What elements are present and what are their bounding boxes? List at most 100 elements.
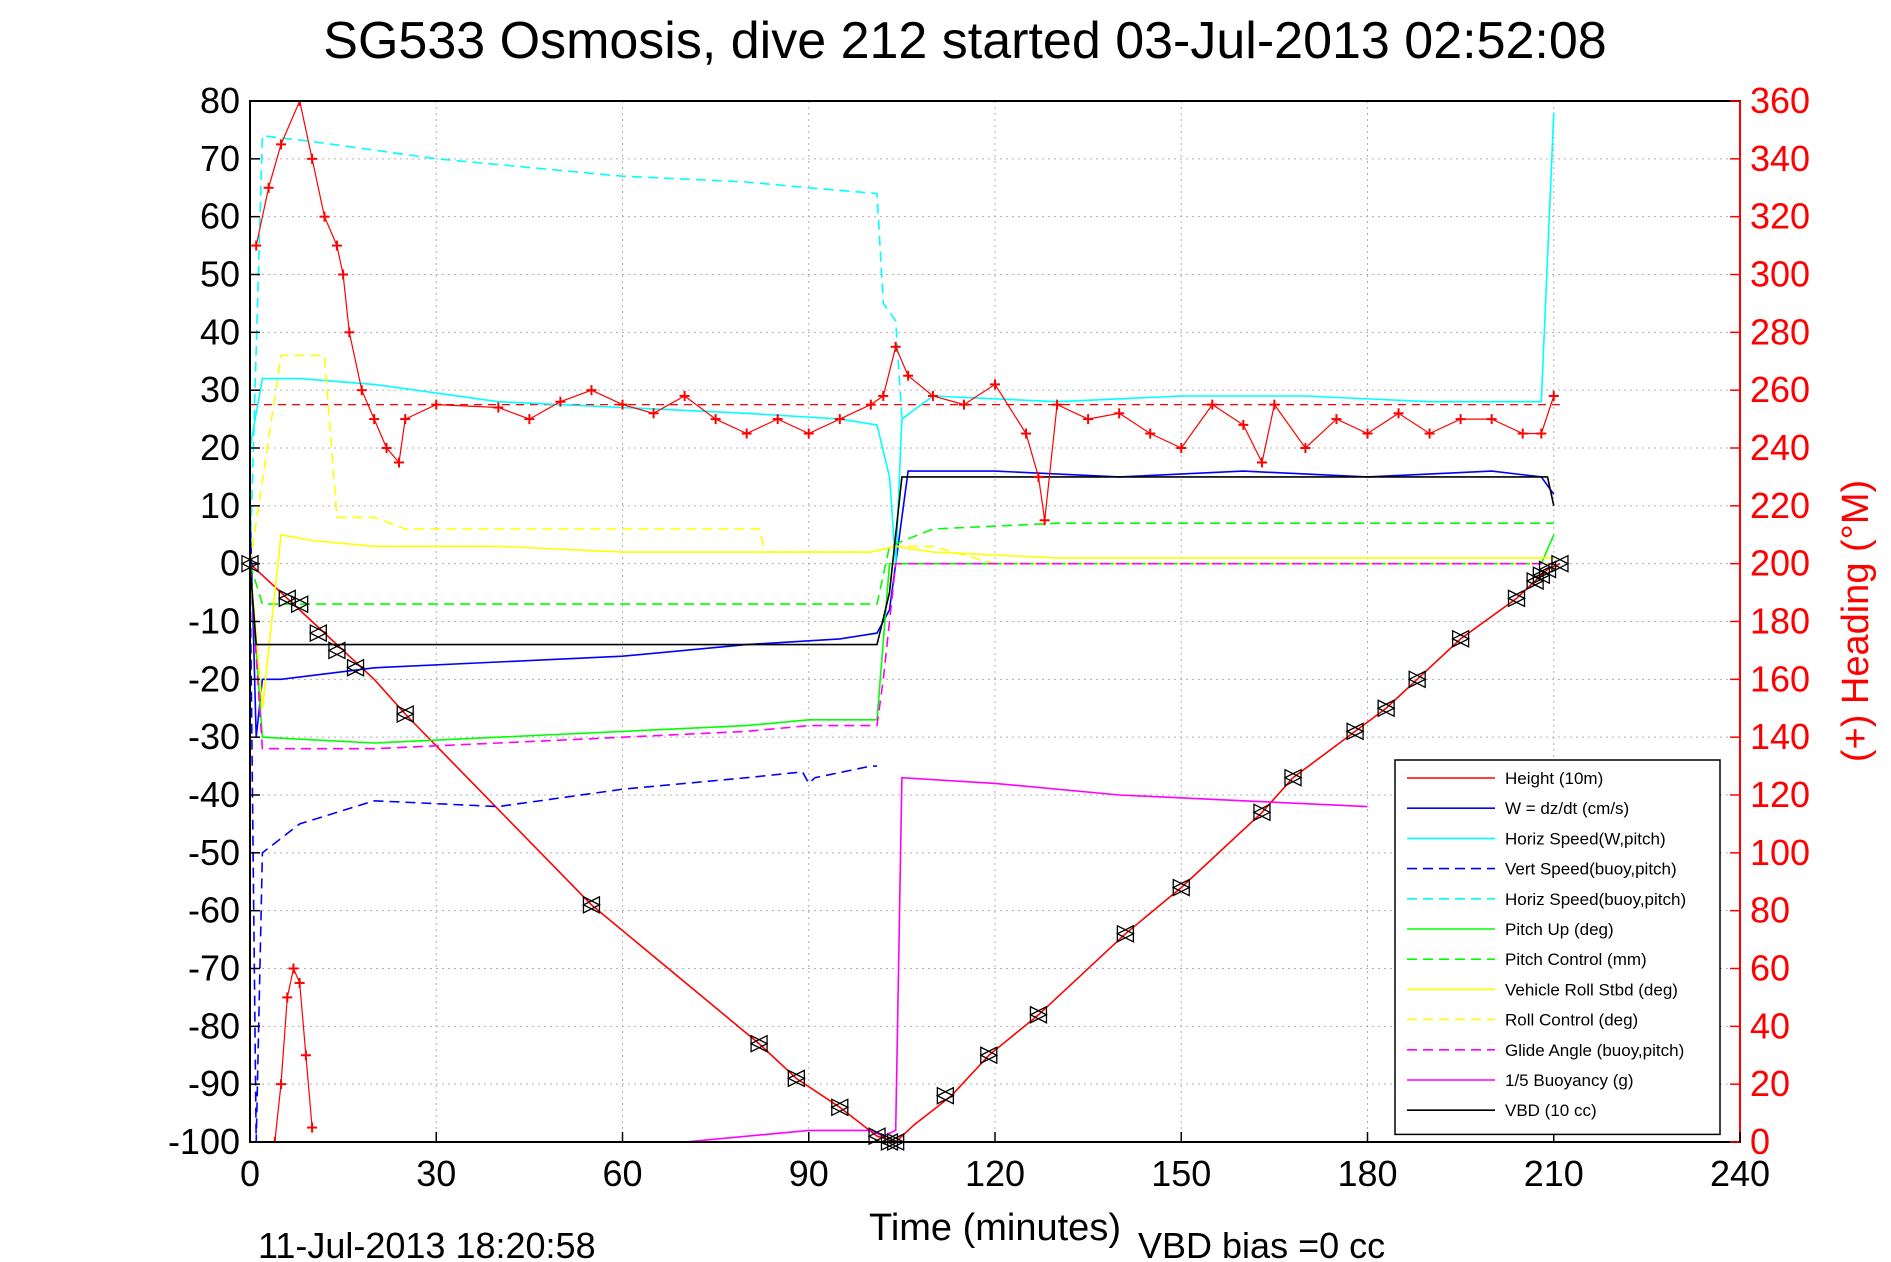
right-tick-label: 180	[1750, 601, 1810, 642]
heading-point	[276, 1079, 287, 1090]
heading-point	[1083, 414, 1094, 425]
heading-point	[648, 408, 659, 419]
heading-point	[1424, 428, 1435, 439]
heading-point	[400, 414, 411, 425]
series-height	[250, 562, 1561, 1142]
legend-label: Vehicle Roll Stbd (deg)	[1505, 980, 1678, 999]
legend-label: Horiz Speed(W,pitch)	[1505, 829, 1666, 848]
heading-point	[679, 390, 690, 401]
series-buoyancy	[684, 776, 1368, 1142]
heading-point	[1021, 428, 1032, 439]
heading-point	[903, 370, 914, 381]
right-tick-label: 80	[1750, 890, 1790, 931]
heading-point	[1393, 408, 1404, 419]
heading-point	[251, 240, 262, 251]
height-marker	[1345, 722, 1365, 741]
height-marker	[395, 704, 415, 724]
heading-point	[493, 402, 504, 413]
height-marker	[327, 641, 347, 660]
left-tick-label: -40	[188, 774, 240, 815]
heading-point	[369, 414, 380, 425]
legend-label: Vert Speed(buoy,pitch)	[1505, 860, 1677, 879]
left-tick-label: 60	[200, 196, 240, 237]
legend-label: W = dz/dt (cm/s)	[1505, 799, 1629, 818]
heading-point	[586, 385, 597, 396]
series-pitch_control	[250, 522, 1554, 605]
right-tick-label: 340	[1750, 138, 1810, 179]
heading-point	[927, 390, 938, 401]
heading-point	[282, 992, 293, 1003]
bottom-axis: 0 30 60 90 120 150 180 210 240	[240, 1132, 1770, 1194]
legend-label: VBD (10 cc)	[1505, 1101, 1597, 1120]
right-tick-label: 200	[1750, 543, 1810, 584]
right-tick-label: 260	[1750, 369, 1810, 410]
right-tick-label: 60	[1750, 948, 1790, 989]
left-tick-label: 30	[200, 369, 240, 410]
left-tick-label: -90	[188, 1063, 240, 1104]
right-tick-label: 240	[1750, 427, 1810, 468]
legend-item: Pitch Up (deg)	[1407, 920, 1614, 939]
right-tick-label: 100	[1750, 832, 1810, 873]
heading-point	[1114, 408, 1125, 419]
series-horiz_speed_buoy	[250, 134, 903, 564]
heading-point	[307, 153, 318, 164]
footer-vbd-bias: VBD bias =0 cc	[1138, 1225, 1385, 1262]
legend-item: Glide Angle (buoy,pitch)	[1407, 1041, 1684, 1060]
legend-item: Horiz Speed(buoy,pitch)	[1407, 890, 1686, 909]
heading-point	[1455, 414, 1466, 425]
series-vert_speed_buoy	[250, 563, 877, 1142]
series-vbd	[250, 476, 1555, 646]
heading-point	[381, 443, 392, 453]
heading-point	[1033, 471, 1044, 482]
height-marker	[786, 1069, 806, 1088]
height-marker	[582, 895, 601, 914]
heading-point	[288, 963, 299, 974]
legend-item: Vert Speed(buoy,pitch)	[1407, 860, 1677, 879]
height-marker	[1252, 803, 1272, 822]
heading-point	[331, 240, 342, 251]
series-horiz_speed	[250, 112, 1555, 564]
heading-point	[1300, 443, 1311, 453]
heading-point	[878, 390, 889, 401]
heading-point	[617, 399, 628, 410]
heading-point	[958, 399, 969, 410]
heading-point	[741, 428, 752, 439]
left-axis: 80 70 60 50 40 30 20 10 0 -10 -20 -30 -40 -50 -60 -70 -8…	[168, 80, 260, 1162]
bottom-tick-label: 60	[602, 1153, 642, 1194]
height-marker	[346, 658, 365, 677]
heading-point	[1176, 443, 1187, 453]
heading-point	[1536, 428, 1547, 439]
heading-point	[294, 977, 305, 988]
right-tick-label: 360	[1750, 80, 1810, 121]
left-tick-label: 50	[200, 254, 240, 295]
height-marker	[749, 1034, 769, 1053]
bottom-tick-label: 210	[1524, 1153, 1584, 1194]
bottom-tick-label: 150	[1151, 1153, 1211, 1194]
legend-label: Glide Angle (buoy,pitch)	[1505, 1041, 1684, 1060]
right-tick-label: 20	[1750, 1063, 1790, 1104]
left-tick-label: 40	[200, 311, 240, 352]
height-marker	[1115, 924, 1135, 943]
heading-point	[834, 414, 845, 425]
heading-point	[1256, 457, 1267, 468]
heading-point	[803, 428, 814, 439]
series-heading	[255, 101, 1555, 521]
legend-label: Roll Control (deg)	[1505, 1011, 1638, 1030]
heading-point	[865, 399, 876, 410]
left-tick-label: 70	[200, 138, 240, 179]
height-marker	[290, 595, 310, 614]
right-tick-label: 300	[1750, 254, 1810, 295]
height-marker	[830, 1098, 850, 1117]
right-tick-label: 320	[1750, 196, 1810, 237]
left-tick-label: 20	[200, 427, 240, 468]
right-tick-label: 0	[1750, 1121, 1770, 1162]
right-tick-label: 40	[1750, 1005, 1790, 1046]
heading-point	[1145, 428, 1156, 439]
series-roll	[250, 533, 1554, 709]
heading-point	[990, 379, 1000, 390]
height-marker	[1525, 571, 1545, 591]
legend-item: VBD (10 cc)	[1407, 1101, 1597, 1120]
heading-point	[344, 327, 355, 338]
bottom-tick-label: 120	[965, 1153, 1025, 1194]
